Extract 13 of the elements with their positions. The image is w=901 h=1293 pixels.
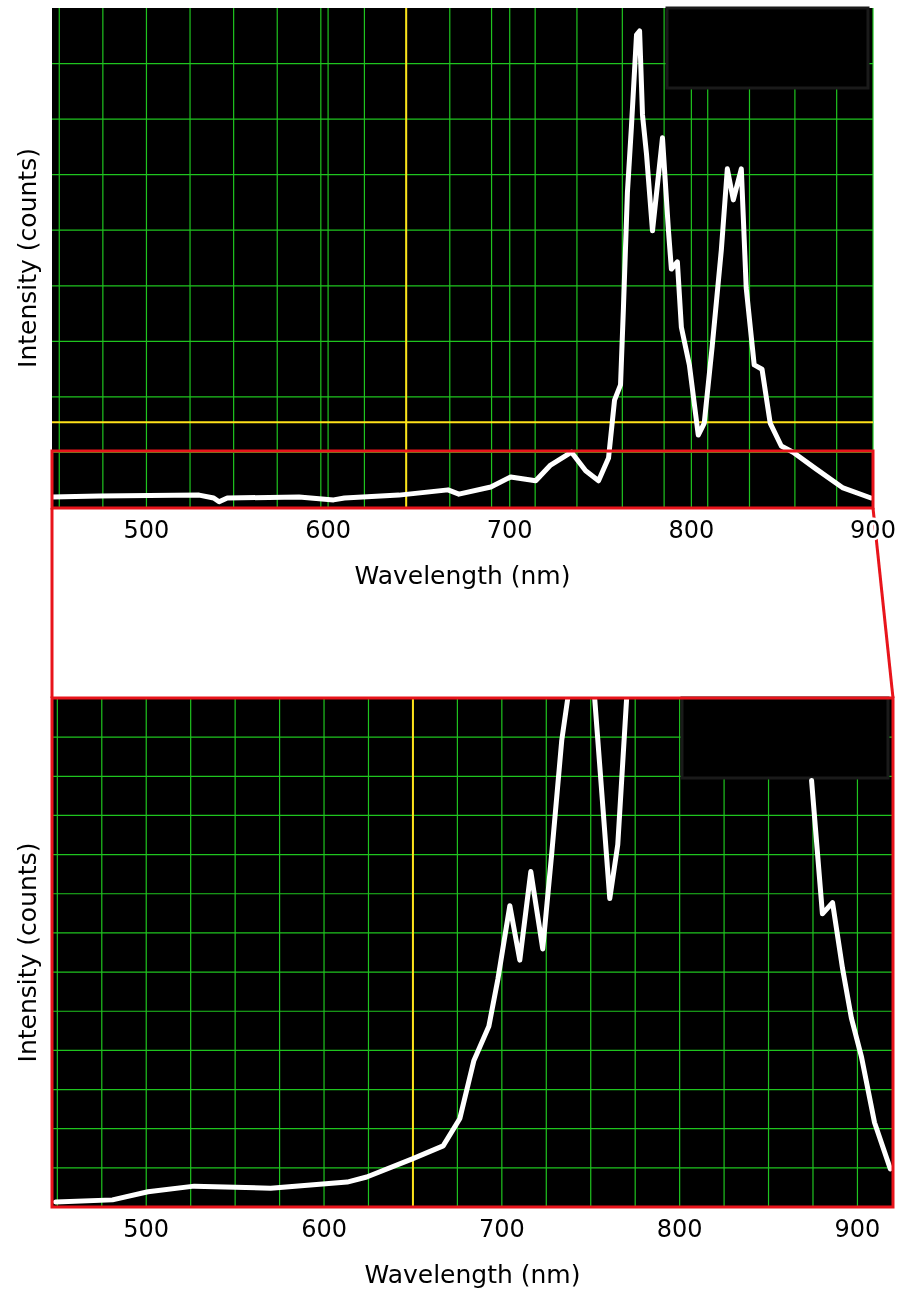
x-axis-title: Wavelength (nm) xyxy=(364,1260,581,1289)
y-axis-title: Intensity (counts) xyxy=(13,148,42,368)
x-tick-label: 600 xyxy=(301,1215,347,1243)
x-tick-label: 900 xyxy=(834,1215,881,1243)
x-tick-label: 600 xyxy=(305,516,351,544)
x-tick-label: 500 xyxy=(123,516,170,544)
x-tick-label: 500 xyxy=(123,1215,170,1243)
x-axis-title: Wavelength (nm) xyxy=(354,561,571,590)
x-tick-label: 800 xyxy=(656,1215,703,1243)
y-axis-title: Intensity (counts) xyxy=(13,842,42,1063)
x-tick-label: 700 xyxy=(486,516,533,544)
x-tick-label: 700 xyxy=(478,1215,525,1243)
x-tick-label: 800 xyxy=(668,516,715,544)
